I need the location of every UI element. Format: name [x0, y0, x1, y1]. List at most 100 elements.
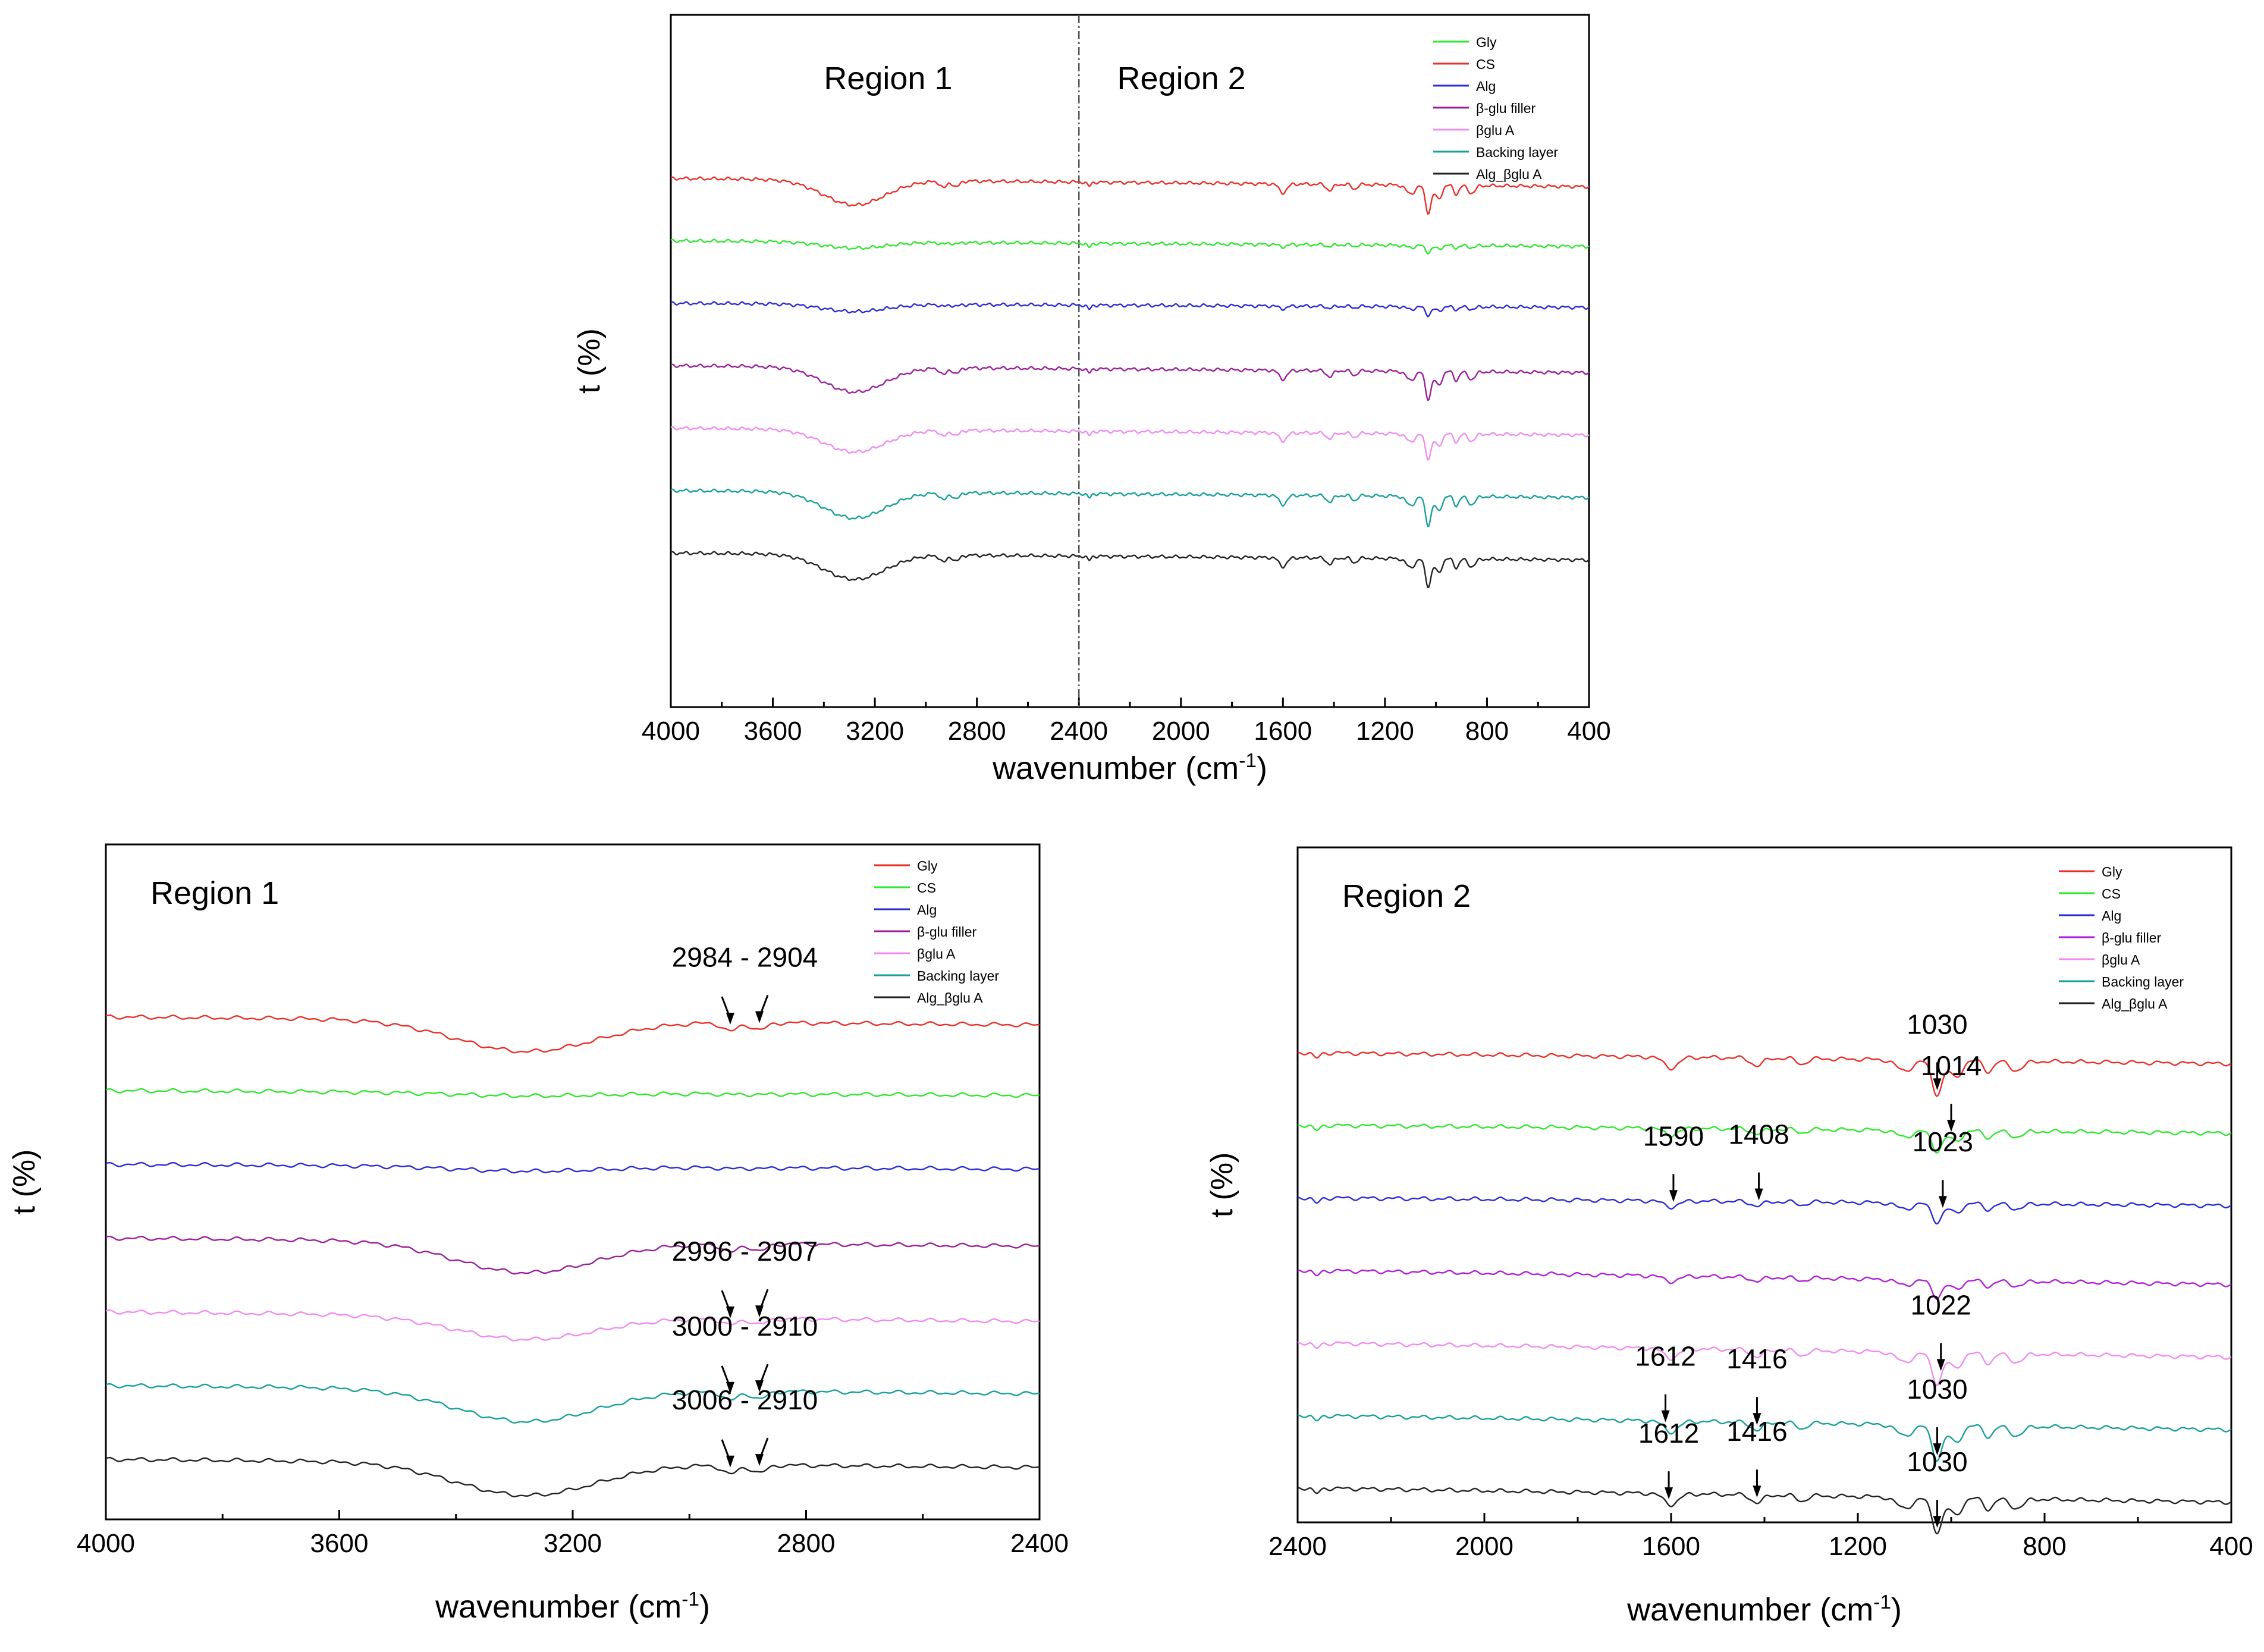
x-tick-label: 2800 — [777, 1529, 836, 1558]
annotation-arrowhead — [1933, 1516, 1942, 1528]
legend-entry: Gly — [2102, 864, 2122, 880]
peak-annotation: 1416 — [1726, 1343, 1787, 1374]
x-axis-label-main: wavenumber (cm — [1626, 1592, 1873, 1628]
region-label: Region 1 — [824, 61, 952, 96]
peak-annotation: 1416 — [1726, 1416, 1787, 1447]
spectrum-trace — [670, 426, 1590, 461]
legend-entry: Backing layer — [1476, 145, 1558, 160]
x-tick-label: 3200 — [846, 717, 904, 746]
legend-entry: Alg_βglu A — [2102, 996, 2168, 1012]
plot-frame — [670, 14, 1590, 708]
plot-frame — [105, 843, 1041, 1521]
annotation-arrowhead — [726, 1013, 734, 1025]
legend-entry: β-glu filler — [917, 924, 976, 940]
peak-annotation: 1612 — [1635, 1341, 1695, 1372]
spectrum-trace — [670, 551, 1590, 589]
annotation-arrowhead — [755, 1305, 764, 1318]
peak-annotation: 1022 — [1911, 1289, 1971, 1320]
x-tick-label: 2400 — [1010, 1529, 1069, 1558]
peak-annotation: 1014 — [1921, 1050, 1982, 1081]
annotation-arrowhead — [726, 1455, 734, 1468]
spectrum-trace — [105, 1309, 1040, 1342]
x-tick-label: 2000 — [1152, 717, 1210, 746]
legend-entry: β-glu filler — [1476, 100, 1535, 116]
x-tick-label: 1600 — [1642, 1532, 1700, 1561]
x-axis-label-main: wavenumber (cm — [435, 1589, 682, 1625]
x-tick-label: 2000 — [1455, 1532, 1513, 1561]
spectrum-trace — [1297, 1196, 2232, 1225]
legend-entry: Alg — [1476, 78, 1496, 94]
spectrum-trace — [670, 301, 1590, 318]
legend-entry: Alg_βglu A — [1476, 167, 1542, 182]
spectrum-trace — [670, 363, 1590, 401]
spectrum-trace — [1297, 1341, 2232, 1386]
annotation-arrowhead — [1947, 1120, 1955, 1132]
x-axis-label-tail: ) — [1257, 750, 1267, 786]
x-axis-label-main: wavenumber (cm — [992, 750, 1239, 786]
peak-annotation: 2996 - 2907 — [672, 1236, 818, 1267]
spectrum-trace — [670, 176, 1590, 215]
x-tick-label: 2400 — [1268, 1532, 1327, 1561]
x-axis-label-sup: -1 — [1239, 750, 1257, 772]
legend-entry: Alg — [917, 902, 937, 918]
spectrum-trace — [105, 1383, 1040, 1424]
legend-entry: Alg_βglu A — [917, 990, 983, 1006]
x-tick-label: 3600 — [744, 717, 802, 746]
spectrum-trace — [105, 1457, 1040, 1497]
legend-entry: βglu A — [1476, 123, 1515, 138]
peak-annotation: 1030 — [1907, 1374, 1967, 1405]
x-tick-label: 1600 — [1254, 717, 1312, 746]
peak-annotation: 3006 - 2910 — [672, 1384, 818, 1415]
x-tick-label: 2800 — [948, 717, 1006, 746]
spectrum-trace — [670, 238, 1590, 255]
x-tick-label: 400 — [2209, 1532, 2253, 1561]
x-axis-label: wavenumber (cm-1) — [1626, 1591, 1902, 1628]
legend-entry: Alg — [2102, 908, 2121, 924]
legend-entry: Backing layer — [2102, 974, 2184, 990]
legend-entry: βglu A — [2102, 952, 2140, 968]
x-tick-label: 2400 — [1050, 717, 1108, 746]
x-tick-label: 1200 — [1829, 1532, 1887, 1561]
annotation-arrowhead — [755, 1011, 764, 1023]
spectrum-trace — [105, 1161, 1040, 1174]
peak-annotation: 1590 — [1643, 1120, 1704, 1151]
annotation-arrowhead — [726, 1381, 734, 1394]
region-label: Region 2 — [1117, 61, 1246, 96]
chart-region2: 2400 2000 1600 1200 800 400 wavenumber (cm-1) t… — [1205, 846, 2253, 1628]
annotation-arrowhead — [1936, 1359, 1945, 1371]
legend-entry: CS — [917, 880, 936, 896]
x-tick-label: 4000 — [642, 717, 700, 746]
y-axis-label: t (%) — [1205, 1152, 1239, 1218]
spectrum-trace — [1297, 1486, 2232, 1535]
x-axis-label-tail: ) — [1891, 1592, 1902, 1628]
annotation-arrowhead — [755, 1454, 764, 1466]
legend-entry: Backing layer — [917, 968, 999, 984]
spectrum-trace — [1297, 1268, 2232, 1300]
spectrum-trace — [1297, 1414, 2232, 1462]
x-tick-label: 3200 — [544, 1529, 602, 1558]
x-axis-label: wavenumber (cm-1) — [992, 750, 1267, 786]
x-axis-label-sup: -1 — [682, 1588, 699, 1610]
annotation-arrowhead — [1753, 1485, 1761, 1498]
peak-annotation: 1023 — [1913, 1126, 1973, 1157]
annotation-arrowhead — [1753, 1413, 1761, 1425]
legend-entry: βglu A — [917, 946, 956, 962]
spectrum-trace — [1297, 1123, 2232, 1154]
legend-entry: CS — [2102, 886, 2121, 902]
x-tick-label: 3600 — [310, 1529, 369, 1558]
x-tick-label: 400 — [1567, 717, 1610, 746]
annotation-arrowhead — [1938, 1196, 1947, 1208]
legend-entry: Gly — [917, 858, 938, 874]
annotation-arrowhead — [755, 1380, 764, 1393]
peak-annotation: 1408 — [1728, 1119, 1789, 1150]
chart-title: Region 2 — [1342, 878, 1471, 914]
peak-annotation: 1030 — [1907, 1009, 1967, 1039]
x-tick-label: 800 — [1465, 717, 1509, 746]
chart-full: 4000 3600 3200 2800 2400 2000 1600 1200 800 400 wa… — [572, 14, 1611, 786]
x-axis-label-tail: ) — [699, 1589, 710, 1625]
peak-annotation: 1030 — [1907, 1446, 1967, 1477]
legend-entry: Gly — [1476, 34, 1497, 50]
spectrum-trace — [105, 1015, 1040, 1054]
annotation-arrowhead — [1669, 1190, 1678, 1202]
